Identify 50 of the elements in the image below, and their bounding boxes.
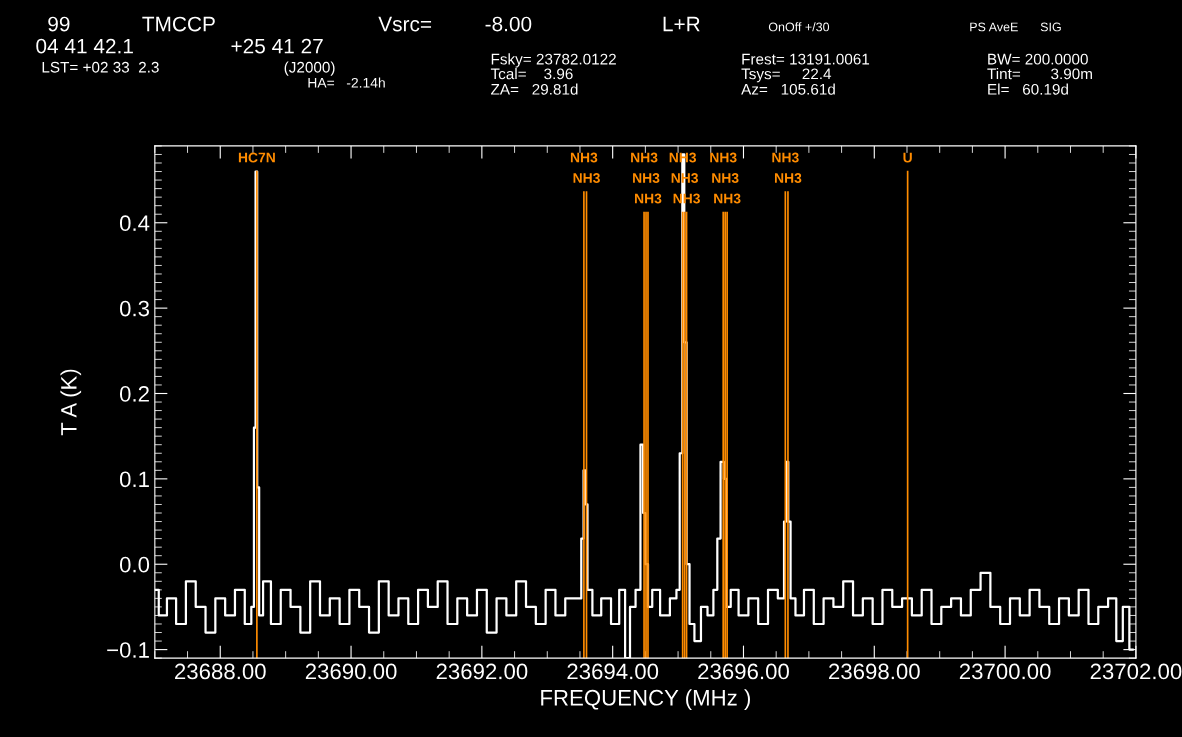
y-tick-label: 0.2	[119, 386, 149, 402]
text: Tcal= 3.96	[490, 68, 573, 80]
ref-line-label: NH3	[570, 152, 598, 163]
text: SIG	[1040, 22, 1061, 32]
text: +25 41 27	[231, 38, 323, 54]
x-tick-label: 23694.00	[567, 663, 659, 680]
text: HA= -2.14h	[308, 77, 385, 88]
y-tick-label: 0.4	[119, 215, 150, 232]
text: Fsky= 23782.0122	[491, 53, 616, 68]
text: Frest= 13191.0061	[742, 53, 870, 65]
text: L+R	[663, 16, 700, 32]
ref-line-label: NH3	[710, 152, 737, 163]
y-tick-label: 0.3	[119, 300, 150, 317]
ref-line-label: HC7N	[238, 152, 275, 163]
y-tick-label: 0.0	[119, 556, 150, 573]
y-axis-title: T A (K)	[60, 369, 82, 436]
x-tick-label: 23692.00	[436, 663, 528, 680]
text: El= 60.19d	[988, 83, 1068, 95]
x-tick-label: 23688.00	[175, 663, 266, 680]
text: ZA= 29.81d	[491, 83, 578, 95]
text: 04 41 42.1	[36, 38, 133, 54]
text: Tsys= 22.4	[741, 68, 832, 83]
ref-line-label: U	[903, 152, 912, 163]
x-tick-label: 23698.00	[829, 663, 920, 680]
ref-line-label: NH3	[633, 173, 660, 183]
text: -8.00	[485, 16, 532, 32]
ref-line-label: NH3	[772, 152, 799, 163]
x-axis-title: FREQUENCY (MHz )	[541, 689, 750, 710]
text: TMCCP	[142, 16, 215, 32]
x-tick-label: 23690.00	[305, 663, 397, 680]
ref-line-label: NH3	[635, 193, 662, 204]
x-tick-label: 23696.00	[698, 663, 789, 680]
ref-line-label: NH3	[573, 173, 600, 183]
text: BW= 200.0000	[988, 53, 1088, 65]
x-tick-label: 23700.00	[959, 663, 1051, 680]
text: PS AveE	[970, 22, 1018, 32]
y-tick-label: −0.1	[107, 642, 149, 658]
ref-line-label: NH3	[714, 193, 741, 204]
text: OnOff +/30	[768, 22, 830, 32]
ref-line-label: NH3	[712, 173, 739, 183]
text: Vsrc=	[378, 16, 432, 32]
y-tick-label: 0.1	[119, 471, 149, 488]
ref-line-label: NH3	[631, 152, 658, 163]
x-tick-label: 23702.00	[1090, 663, 1182, 680]
text: Az= 105.61d	[741, 83, 835, 95]
text: Tint= 3.90m	[987, 68, 1092, 80]
ref-line-label: NH3	[774, 173, 802, 183]
text: LST= +02 33 2.3	[42, 61, 159, 73]
text: 99	[48, 16, 70, 32]
text: (J2000)	[284, 61, 335, 76]
